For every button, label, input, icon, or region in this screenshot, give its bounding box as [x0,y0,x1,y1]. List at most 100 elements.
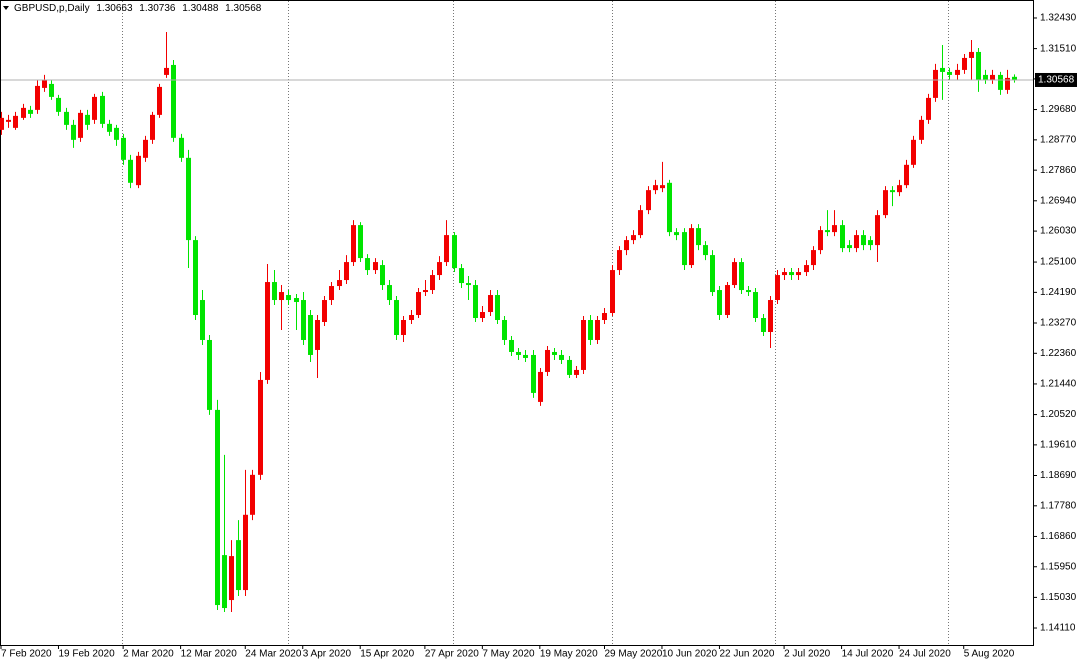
y-tick-label: 1.17780 [1040,500,1077,511]
candle-body [358,225,363,259]
candle-body [588,320,593,340]
candle-body [761,318,766,332]
candle-body [832,225,837,233]
candle-body [150,114,155,140]
y-tick-label: 1.29680 [1040,104,1077,115]
candle-body [243,514,248,591]
candle-body [279,292,284,301]
y-tick-label: 1.27860 [1040,165,1077,176]
candle-body [531,354,536,393]
y-tick-label: 1.20520 [1040,409,1077,420]
x-tick-label: 5 Aug 2020 [964,649,1015,660]
candle-body [646,190,651,211]
candle-body [796,272,801,276]
candle-body [272,282,277,301]
y-tick-label: 1.14110 [1040,623,1076,634]
candle-body [976,51,981,80]
candle-body [215,409,220,606]
candle-body [990,74,995,80]
x-tick-label: 19 Feb 2020 [58,649,115,660]
candle-body [897,185,902,193]
candle-body [674,232,679,236]
candle-body [294,298,299,303]
y-tick-label: 1.15030 [1040,592,1077,603]
menu-arrow [3,6,9,10]
candle-body [380,265,385,286]
candle-body [171,64,176,138]
candle-body [35,85,40,110]
candle-body [696,228,701,246]
x-tick-label: 3 Apr 2020 [303,649,352,660]
candle-body [1012,76,1017,80]
y-tick-label: 1.18690 [1040,470,1077,481]
candle-body [703,245,708,256]
candles [0,31,1017,613]
candle-body [955,69,960,75]
x-tick-label: 24 Jul 2020 [899,649,951,660]
candle-body [746,290,751,293]
x-tick-label: 12 Mar 2020 [181,649,238,660]
y-tick-label: 1.15950 [1040,561,1077,572]
last-high: 1.30736 [139,3,176,14]
plot-frame [0,0,1034,646]
candle-body [78,112,83,138]
candle-body [222,555,227,609]
candle-body [595,320,600,340]
candle-body [782,272,787,276]
candle-body [825,230,830,233]
candle-body [502,320,507,340]
last-low: 1.30488 [182,3,219,14]
candle-body [64,111,69,125]
x-tick-label: 24 Mar 2020 [245,649,302,660]
candle-body [337,280,342,287]
candle-body [868,240,873,246]
candle-body [265,282,270,380]
y-tick-label: 1.16860 [1040,531,1077,542]
candle-body [6,119,11,122]
candle-body [509,339,514,352]
candle-body [495,295,500,321]
candle-body [581,320,586,370]
x-tick-label: 15 Apr 2020 [360,649,414,660]
candle-body [351,225,356,263]
candle-body [847,245,852,249]
x-tick-label: 19 May 2020 [540,649,598,660]
candle-body [775,275,780,301]
candle-body [753,292,758,319]
candle-body [416,292,421,316]
candle-body [559,354,564,360]
y-tick-label: 1.22360 [1040,348,1077,359]
candle-body [315,320,320,350]
candle-body [322,300,327,323]
candle-body [430,275,435,291]
candle-body [789,272,794,276]
y-tick-label: 1.32430 [1040,13,1077,24]
candle-body [207,339,212,410]
period-separators [122,1,949,645]
y-tick-label: 1.26030 [1040,226,1077,237]
candle-body [13,115,18,128]
candle-body [301,300,306,340]
candle-body [387,285,392,301]
candle-body [933,69,938,98]
candle-body [459,268,464,284]
candle-body [940,67,945,72]
candle-body [969,51,974,58]
candle-body [926,97,931,120]
candle-body [49,83,54,97]
x-tick-label: 22 Jun 2020 [719,649,774,660]
candle-body [919,119,924,140]
y-tick-label: 1.19610 [1040,440,1077,451]
candle-body [804,265,809,273]
candle-body [308,315,313,355]
y-tick-label: 1.31510 [1040,43,1077,54]
candle-body [682,232,687,266]
candle-body [365,258,370,271]
candle-body [28,109,33,114]
candle-body [452,235,457,269]
candle-body [660,185,665,189]
candle-body [229,556,234,601]
candle-body [538,371,543,402]
